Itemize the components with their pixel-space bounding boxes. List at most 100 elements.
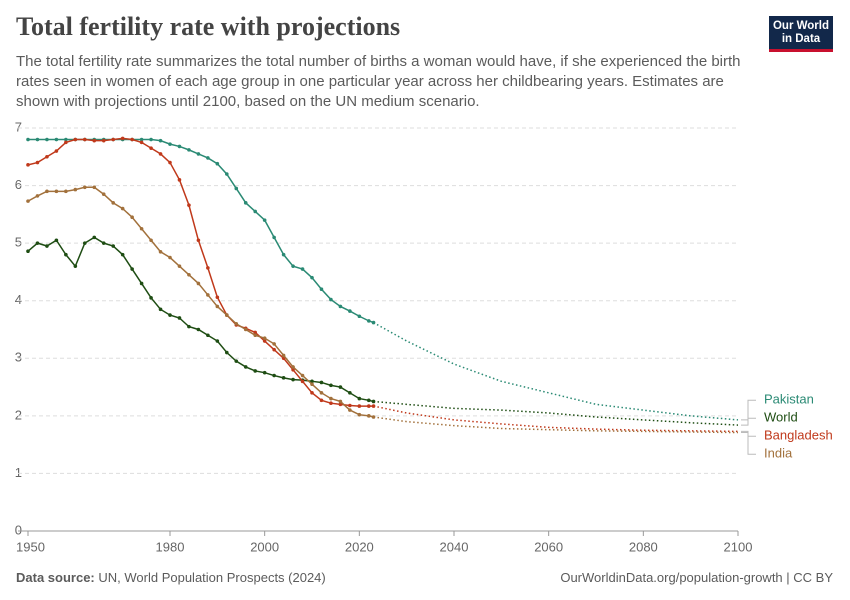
point	[45, 154, 49, 159]
point	[225, 313, 229, 317]
point	[338, 402, 343, 407]
point	[139, 281, 144, 286]
point	[348, 391, 352, 395]
point	[215, 161, 220, 166]
point	[177, 316, 182, 320]
point	[35, 137, 40, 142]
point	[272, 373, 276, 378]
label-connector	[741, 399, 756, 421]
point	[83, 241, 87, 245]
source-label: Data source:	[16, 570, 95, 585]
label-connector	[741, 417, 756, 426]
point	[215, 304, 220, 309]
source-url[interactable]: OurWorldinData.org/population-growth | C…	[560, 570, 833, 585]
point	[262, 339, 267, 343]
y-tick-label: 3	[15, 350, 22, 365]
point	[64, 252, 68, 257]
point	[338, 399, 343, 404]
point	[26, 199, 30, 203]
point	[111, 137, 115, 142]
point	[35, 160, 40, 165]
point	[187, 148, 191, 152]
y-tick-label: 0	[15, 522, 22, 537]
point	[291, 368, 295, 372]
chart-title: Total fertility rate with projections	[16, 12, 401, 41]
logo-line: Our World	[772, 20, 829, 32]
point	[281, 252, 286, 257]
point	[329, 383, 333, 388]
x-tick-label: 2020	[345, 539, 374, 554]
point	[348, 408, 352, 412]
point	[187, 324, 191, 329]
point	[120, 136, 125, 141]
point	[253, 330, 257, 335]
point	[158, 152, 163, 156]
point	[149, 137, 153, 142]
point	[64, 137, 68, 142]
point	[35, 241, 40, 245]
source: Data source: UN, World Population Prospe…	[16, 570, 326, 585]
y-tick-label: 1	[15, 465, 22, 480]
point	[168, 160, 172, 165]
x-tick-label: 2080	[629, 539, 658, 554]
point	[272, 235, 276, 240]
point	[329, 401, 333, 405]
point	[177, 144, 182, 149]
x-tick-label: 2040	[440, 539, 469, 554]
point	[329, 297, 333, 302]
point	[272, 342, 276, 346]
point	[120, 206, 125, 211]
point	[310, 391, 314, 395]
point	[187, 273, 191, 277]
point	[272, 347, 276, 352]
y-tick-label: 4	[15, 292, 22, 307]
point	[338, 385, 343, 389]
point	[367, 398, 371, 403]
point	[92, 138, 97, 143]
point	[158, 307, 163, 312]
point	[101, 138, 106, 143]
point	[158, 138, 163, 143]
point	[206, 266, 210, 270]
point	[92, 235, 97, 240]
logo-line: in Data	[781, 33, 821, 45]
legend-label: Bangladesh	[764, 428, 833, 443]
point	[45, 137, 49, 142]
point	[300, 379, 305, 384]
point	[26, 249, 30, 254]
point	[348, 309, 352, 313]
point	[291, 264, 295, 268]
point	[92, 185, 97, 190]
point	[168, 313, 172, 317]
point	[253, 209, 257, 214]
point	[367, 404, 371, 408]
point	[177, 264, 182, 268]
point	[83, 185, 87, 190]
point	[357, 314, 362, 319]
legend-label: Pakistan	[764, 392, 814, 407]
point	[310, 379, 314, 384]
source-text: UN, World Population Prospects (2024)	[98, 570, 326, 585]
point	[234, 359, 239, 363]
point	[158, 249, 163, 254]
logo[interactable]: Our World in Data	[769, 16, 833, 52]
point	[139, 137, 144, 142]
point	[196, 238, 201, 243]
projection-line	[373, 416, 739, 434]
point	[234, 186, 239, 191]
point	[206, 156, 210, 160]
y-tick-label: 6	[15, 177, 22, 192]
point	[206, 333, 210, 338]
point	[73, 187, 78, 192]
point	[300, 373, 305, 378]
point	[196, 281, 201, 286]
point	[319, 287, 324, 292]
point	[64, 140, 68, 145]
x-tick-label: 1950	[16, 539, 45, 554]
point	[253, 369, 257, 373]
point	[168, 142, 172, 146]
legend-label: World	[764, 410, 798, 425]
point	[73, 137, 78, 142]
